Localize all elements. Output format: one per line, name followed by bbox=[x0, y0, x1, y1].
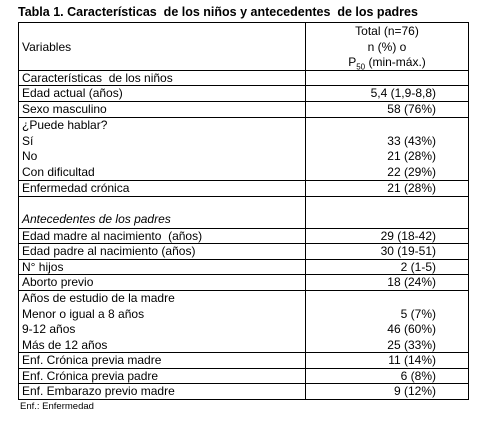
row-value: 58 (76%) bbox=[387, 102, 436, 116]
row-value: 18 (24%) bbox=[387, 275, 436, 289]
label-cell: Características de los niños bbox=[19, 71, 306, 85]
value-cell: 5,4 (1,9-8,8) bbox=[306, 86, 468, 101]
label-cell: Aborto previo bbox=[19, 275, 306, 290]
label-cell: Enf. Embarazo previo madre bbox=[19, 384, 306, 399]
row-value: 21 (28%) bbox=[387, 149, 436, 163]
header-text: Variables bbox=[22, 39, 72, 54]
median-range: (min-máx.) bbox=[365, 55, 426, 69]
median-subscript: 50 bbox=[356, 62, 366, 72]
row-label: N° hijos bbox=[22, 260, 64, 274]
table-row: Enf. Embarazo previo madre 9 (12%) bbox=[19, 384, 468, 400]
row-label: Años de estudio de la madre bbox=[22, 291, 175, 305]
label-cell: Sexo masculino bbox=[19, 102, 306, 117]
row-value: 11 (14%) bbox=[388, 353, 436, 367]
table-row: Aborto previo 18 (24%) bbox=[19, 275, 468, 291]
row-label: Enf. Embarazo previo madre bbox=[22, 384, 175, 398]
table-row: Antecedentes de los padres bbox=[19, 197, 468, 229]
row-label: Enf. Crónica previa padre bbox=[22, 369, 159, 383]
row-value bbox=[306, 291, 436, 307]
row-value: 29 (18-42) bbox=[380, 229, 436, 243]
label-cell: Edad padre al nacimiento (años) bbox=[19, 244, 306, 259]
row-label: Edad padre al nacimiento (años) bbox=[22, 244, 196, 258]
table-row: Edad madre al nacimiento (años) 29 (18-42… bbox=[19, 229, 468, 244]
row-value: 2 (1-5) bbox=[400, 260, 436, 274]
header-text: n (%) o bbox=[367, 39, 407, 54]
label-cell: Edad actual (años) bbox=[19, 86, 306, 101]
row-value: 5,4 (1,9-8,8) bbox=[370, 86, 436, 100]
row-label: Más de 12 años bbox=[22, 337, 108, 352]
header-cell: Variables bbox=[19, 23, 306, 70]
label-cell: Enf. Crónica previa madre bbox=[19, 353, 306, 368]
row-value: 21 (28%) bbox=[387, 181, 436, 195]
row-value bbox=[306, 197, 436, 213]
label-cell: Edad madre al nacimiento (años) bbox=[19, 229, 306, 243]
row-label: ¿Puede hablar? bbox=[22, 118, 108, 132]
value-cell: 21 (28%) bbox=[306, 181, 468, 196]
median-symbol: P bbox=[348, 55, 357, 69]
label-cell: Enfermedad crónica bbox=[19, 181, 306, 196]
row-label: Características de los niños bbox=[22, 71, 173, 85]
row-label: Enf. Crónica previa madre bbox=[22, 353, 162, 367]
footnote: Enf.: Enfermedad bbox=[20, 401, 94, 412]
value-cell: 30 (19-51) bbox=[306, 244, 468, 259]
value-cell: 33 (43%) 21 (28%) 22 (29%) bbox=[306, 118, 468, 180]
row-label: Enfermedad crónica bbox=[22, 181, 130, 195]
row-label: Sí bbox=[22, 133, 34, 148]
row-label: 9-12 años bbox=[22, 322, 76, 336]
label-cell: Enf. Crónica previa padre bbox=[19, 369, 306, 383]
table-row: Enf. Crónica previa padre 6 (8%) bbox=[19, 369, 468, 384]
row-value: 25 (33%) bbox=[387, 337, 436, 352]
table-row: Características de los niños bbox=[19, 71, 468, 86]
value-cell: 5 (7%) 46 (60%) 25 (33%) bbox=[306, 291, 468, 352]
value-cell: 58 (76%) bbox=[306, 102, 468, 117]
header-text: P50 (min-máx.) bbox=[306, 55, 468, 71]
table-row: Enfermedad crónica 21 (28%) bbox=[19, 181, 468, 197]
label-cell: Antecedentes de los padres bbox=[19, 197, 306, 228]
header-row: Variables Total (n=76) n (%) o P50 (min-… bbox=[19, 23, 468, 71]
label-cell: ¿Puede hablar? Sí No Con dificultad bbox=[19, 118, 306, 180]
row-value: 46 (60%) bbox=[387, 322, 436, 336]
value-cell: 2 (1-5) bbox=[306, 260, 468, 274]
table-row: ¿Puede hablar? Sí No Con dificultad 33 (43%)… bbox=[19, 118, 468, 181]
row-value: 33 (43%) bbox=[387, 133, 436, 148]
row-label: Antecedentes de los padres bbox=[22, 212, 171, 226]
label-cell: Años de estudio de la madre Menor o igual… bbox=[19, 291, 306, 352]
row-label: Aborto previo bbox=[22, 275, 94, 289]
table-row: N° hijos 2 (1-5) bbox=[19, 260, 468, 275]
value-cell bbox=[306, 197, 468, 228]
row-value: 6 (8%) bbox=[400, 369, 436, 383]
value-cell: 9 (12%) bbox=[306, 384, 468, 399]
row-value: 22 (29%) bbox=[387, 164, 436, 179]
header-text: Total (n=76) bbox=[355, 24, 419, 38]
row-value: 5 (7%) bbox=[400, 306, 436, 321]
label-cell: N° hijos bbox=[19, 260, 306, 274]
table-title: Tabla 1. Características de los niños y … bbox=[18, 5, 418, 19]
row-label: No bbox=[22, 149, 38, 163]
value-cell: 11 (14%) bbox=[306, 353, 468, 368]
row-value bbox=[306, 118, 436, 134]
value-cell: 29 (18-42) bbox=[306, 229, 468, 243]
row-label: Menor o igual a 8 años bbox=[22, 306, 145, 321]
table: Variables Total (n=76) n (%) o P50 (min-… bbox=[18, 22, 469, 400]
value-cell: 18 (24%) bbox=[306, 275, 468, 290]
row-label: Edad actual (años) bbox=[22, 86, 123, 100]
table-row: Edad actual (años) 5,4 (1,9-8,8) bbox=[19, 86, 468, 102]
table-row: Enf. Crónica previa madre 11 (14%) bbox=[19, 353, 468, 369]
table-row: Edad padre al nacimiento (años) 30 (19-51… bbox=[19, 244, 468, 260]
row-label: Sexo masculino bbox=[22, 102, 107, 116]
value-cell: 6 (8%) bbox=[306, 369, 468, 383]
row-label: Con dificultad bbox=[22, 164, 95, 179]
header-cell: Total (n=76) n (%) o P50 (min-máx.) bbox=[306, 23, 468, 71]
row-label: Edad madre al nacimiento (años) bbox=[22, 229, 203, 243]
row-value: 9 (12%) bbox=[393, 384, 436, 398]
table-row: Sexo masculino 58 (76%) bbox=[19, 102, 468, 118]
row-value: 30 (19-51) bbox=[380, 244, 436, 258]
value-cell bbox=[306, 71, 468, 85]
row-value bbox=[306, 71, 436, 87]
table-row: Años de estudio de la madre Menor o igual… bbox=[19, 291, 468, 353]
